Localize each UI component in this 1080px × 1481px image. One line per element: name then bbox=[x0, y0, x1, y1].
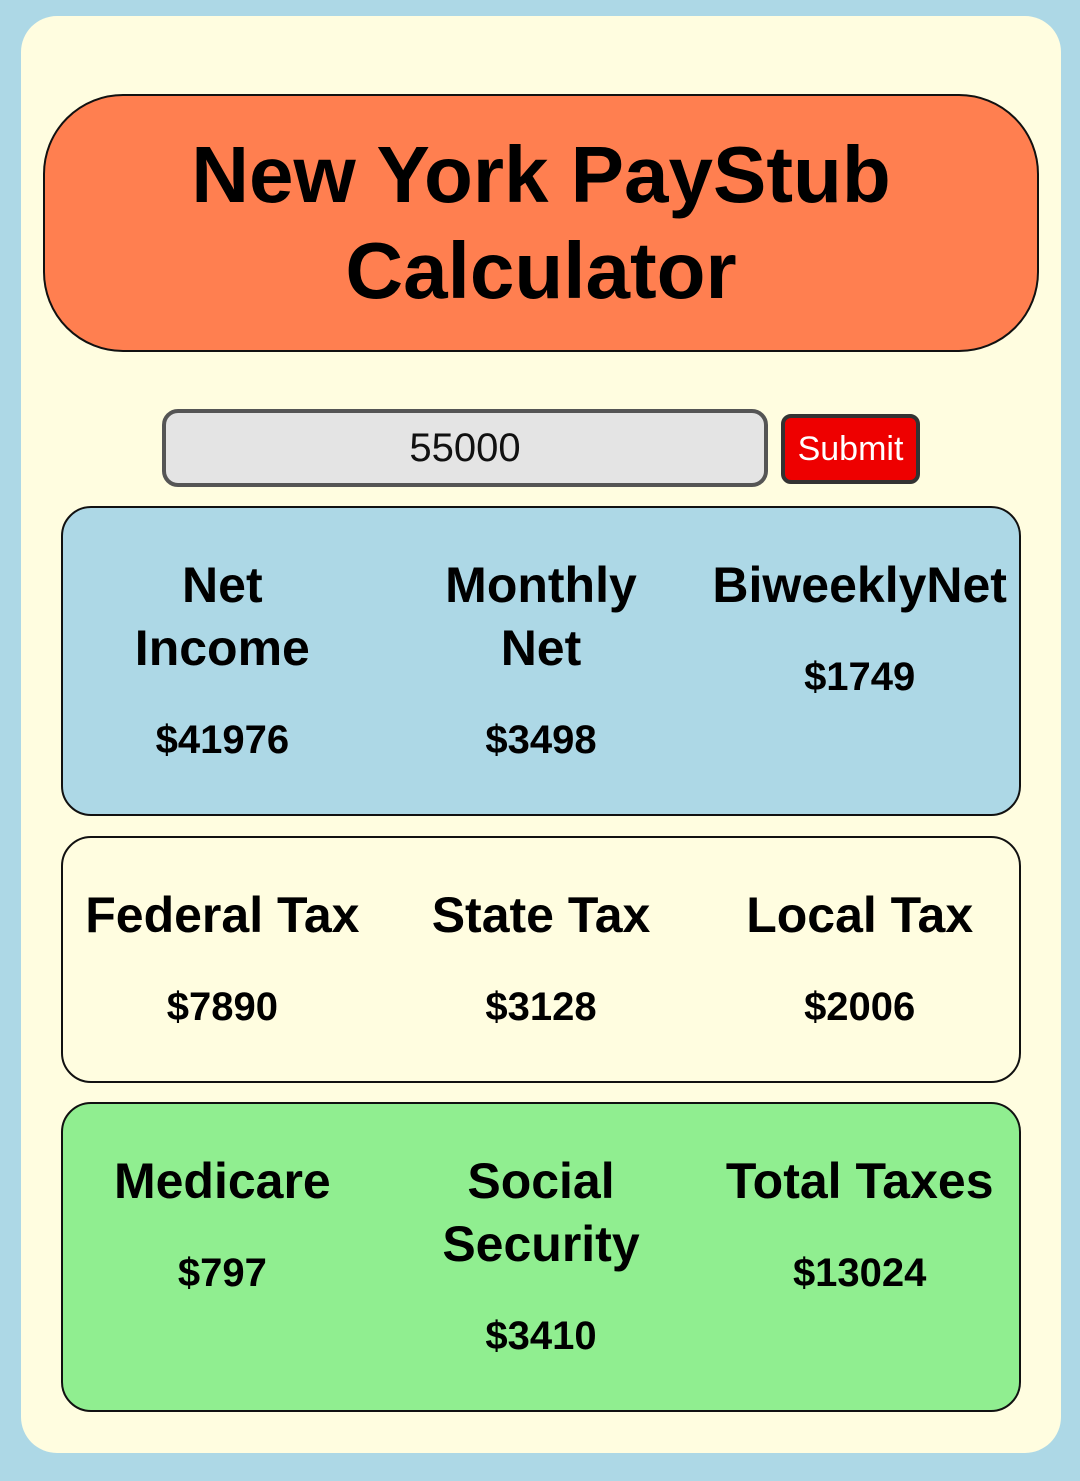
net-income-label: Net Income bbox=[134, 557, 310, 676]
state-tax-label: State Tax bbox=[431, 887, 651, 943]
monthly-net-cell: Monthly Net $3498 bbox=[382, 508, 701, 814]
payroll-taxes-panel: Medicare $797 Social Security $3410 Tota… bbox=[61, 1102, 1021, 1412]
submit-button[interactable]: Submit bbox=[781, 414, 920, 484]
header-banner: New York PayStub Calculator bbox=[43, 94, 1039, 352]
total-taxes-value: $13024 bbox=[792, 1251, 927, 1295]
state-tax-value: $3128 bbox=[485, 985, 597, 1029]
biweekly-net-value: $1749 bbox=[804, 655, 916, 699]
page-title: New York PayStub Calculator bbox=[191, 130, 891, 315]
medicare-label: Medicare bbox=[113, 1153, 331, 1209]
federal-tax-cell: Federal Tax $7890 bbox=[63, 838, 382, 1081]
monthly-net-label: Monthly Net bbox=[445, 557, 637, 676]
local-tax-value: $2006 bbox=[804, 985, 916, 1029]
federal-tax-value: $7890 bbox=[166, 985, 278, 1029]
monthly-net-value: $3498 bbox=[485, 718, 597, 762]
federal-tax-label: Federal Tax bbox=[85, 887, 360, 943]
net-income-value: $41976 bbox=[155, 718, 290, 762]
taxes-panel: Federal Tax $7890 State Tax $3128 Local … bbox=[61, 836, 1021, 1083]
biweekly-net-label: BiweeklyNet bbox=[712, 557, 1007, 613]
net-income-cell: Net Income $41976 bbox=[63, 508, 382, 814]
state-tax-cell: State Tax $3128 bbox=[382, 838, 701, 1081]
salary-input[interactable] bbox=[162, 409, 768, 487]
social-security-label: Social Security bbox=[442, 1153, 640, 1272]
social-security-value: $3410 bbox=[485, 1314, 597, 1358]
medicare-value: $797 bbox=[177, 1251, 267, 1295]
local-tax-label: Local Tax bbox=[746, 887, 974, 943]
total-taxes-cell: Total Taxes $13024 bbox=[700, 1104, 1019, 1410]
biweekly-net-cell: BiweeklyNet $1749 bbox=[700, 508, 1019, 814]
social-security-cell: Social Security $3410 bbox=[382, 1104, 701, 1410]
local-tax-cell: Local Tax $2006 bbox=[700, 838, 1019, 1081]
calculator-card: New York PayStub Calculator Submit Net I… bbox=[21, 16, 1061, 1453]
medicare-cell: Medicare $797 bbox=[63, 1104, 382, 1410]
net-income-panel: Net Income $41976 Monthly Net $3498 Biwe… bbox=[61, 506, 1021, 816]
total-taxes-label: Total Taxes bbox=[725, 1153, 994, 1209]
salary-form: Submit bbox=[162, 409, 922, 487]
